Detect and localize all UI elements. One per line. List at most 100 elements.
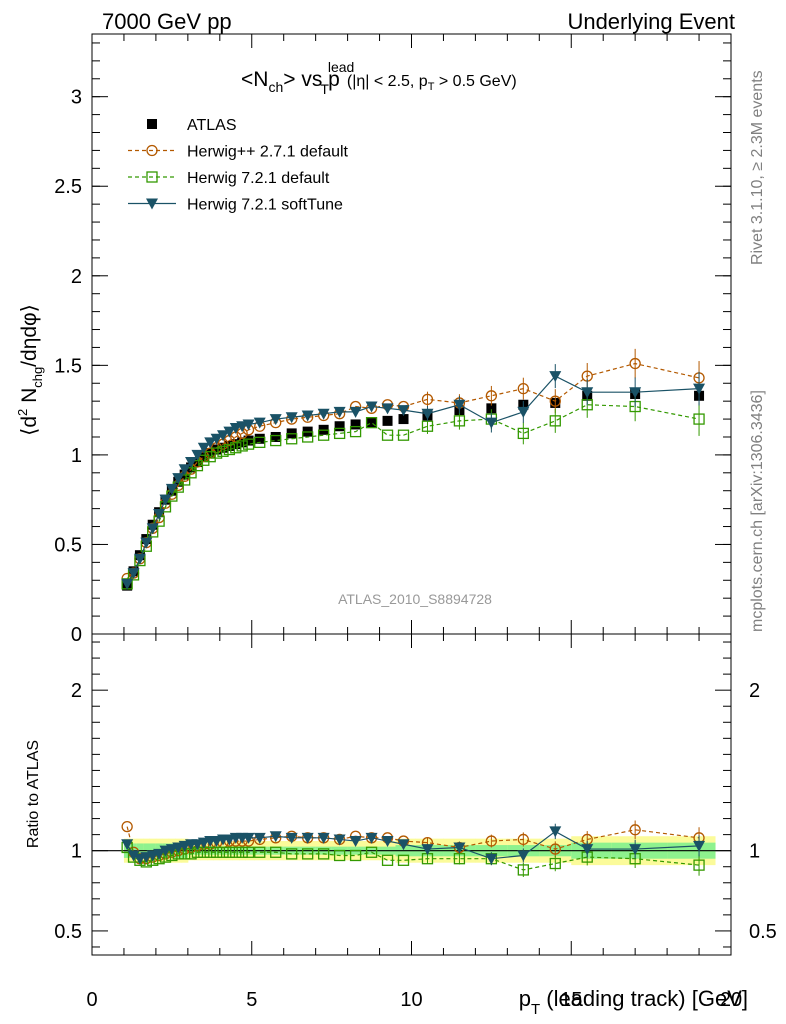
ratio-point-soft (333, 834, 346, 846)
y-tick-label: 0.5 (54, 534, 82, 556)
data-point-soft (581, 387, 594, 399)
data-point-soft (629, 387, 642, 399)
data-point-soft (159, 494, 172, 506)
data-point-soft (253, 417, 266, 429)
ratio-point-h72 (242, 846, 255, 858)
data-point-soft (301, 410, 314, 422)
ratio-point-h72 (349, 849, 362, 862)
y-tick-label: 3 (71, 87, 82, 109)
data-point-atlas (398, 414, 409, 425)
ratio-point-soft (153, 848, 166, 860)
data-point-h27 (485, 390, 498, 402)
y-tick-label-right: 0.5 (749, 921, 777, 943)
legend-label-h72: Herwig 7.2.1 default (187, 170, 330, 187)
data-point-soft (549, 371, 562, 383)
data-point-atlas (350, 419, 361, 430)
data-point-soft (693, 383, 706, 395)
data-point-atlas (366, 417, 377, 428)
data-point-h72 (381, 429, 394, 441)
plot-title: <Nch> vs plead T (|η| < 2.5, pT > 0.5 GeV) (241, 59, 517, 97)
data-point-soft (397, 405, 410, 417)
ratio-point-h27 (121, 820, 133, 833)
title-n: <N (241, 68, 268, 91)
data-point-atlas (230, 439, 241, 450)
mcplots-label: mcplots.cern.ch [arXiv:1306.3436] (749, 390, 766, 632)
y-axis-label-ratio: Ratio to ATLAS (25, 740, 42, 848)
ratio-point-h27 (517, 833, 529, 846)
data-point-h72 (242, 438, 255, 450)
ratio-point-soft (549, 826, 562, 838)
ratio-point-h72 (365, 846, 378, 858)
data-point-h72 (286, 433, 298, 445)
y-tick-label: 2 (71, 680, 82, 702)
data-point-h72 (210, 447, 223, 459)
legend-marker-h27 (146, 144, 158, 157)
ratio-panel-frame (91, 633, 732, 956)
y-tick-label: 2.5 (54, 176, 82, 198)
data-point-atlas (192, 457, 203, 468)
ratio-point-h72 (217, 846, 229, 858)
title-p-sub: T (320, 81, 329, 97)
y-tick-label-right: 1 (749, 841, 760, 863)
ratio-point-h72 (517, 864, 529, 876)
data-point-atlas (270, 431, 281, 442)
data-point-soft (349, 406, 362, 418)
ratio-point-soft (365, 832, 378, 844)
main-series (121, 348, 706, 591)
data-point-h72 (236, 440, 248, 452)
data-point-soft (269, 414, 282, 426)
ratio-point-h72 (453, 853, 466, 865)
data-point-h27 (629, 357, 641, 370)
data-point-h72 (270, 434, 282, 447)
data-point-atlas (243, 435, 254, 446)
data-point-atlas (211, 444, 222, 455)
ratio-point-h72 (210, 846, 223, 858)
data-point-soft (165, 483, 178, 495)
data-point-h72 (349, 425, 362, 438)
ratio-point-h72 (693, 859, 705, 871)
ratio-point-soft (121, 839, 134, 851)
ratio-point-soft (317, 832, 330, 844)
data-point-soft (204, 437, 217, 449)
data-point-h27 (421, 393, 434, 406)
series-line-h72 (126, 404, 700, 585)
ratio-point-h72 (302, 848, 314, 860)
ratio-point-h72 (230, 846, 242, 858)
main-axis-ticks: 0.5 1 1.5 2 2.5 3 0 (54, 34, 732, 646)
y-tick-label: 0.5 (54, 921, 82, 943)
ratio-point-soft (421, 844, 434, 856)
ratio-point-h72 (270, 846, 282, 858)
ratio-point-h72 (286, 848, 298, 860)
ratio-point-h72 (223, 846, 236, 858)
data-point-soft (333, 406, 346, 418)
ratio-point-soft (127, 850, 140, 862)
series-line-h27 (126, 362, 700, 579)
ratio-point-h72 (236, 846, 248, 858)
data-point-atlas (217, 442, 228, 453)
ratio-point-soft (349, 836, 362, 848)
data-point-soft (127, 568, 140, 580)
data-point-soft (153, 509, 166, 520)
data-point-soft (191, 449, 204, 461)
y-axis-label-main: ⟨d2 Nchg/dηdφ⟩ (15, 304, 45, 436)
title-vs: > vs p (283, 68, 340, 91)
data-point-soft (146, 523, 159, 535)
data-point-soft (172, 473, 185, 485)
ratio-point-soft (485, 853, 498, 865)
data-point-soft (216, 430, 229, 442)
ratio-point-h72 (254, 846, 266, 858)
x-tick-label: 20 (720, 989, 742, 1011)
data-point-soft (317, 408, 330, 420)
data-point-h72 (517, 427, 529, 440)
x-tick-label: 5 (246, 989, 257, 1011)
data-point-h72 (549, 415, 561, 427)
data-point-soft (133, 553, 146, 565)
legend-marker-h72 (146, 171, 158, 183)
legend-label-soft: Herwig 7.2.1 softTune (187, 197, 343, 214)
ratio-point-soft (285, 832, 298, 844)
x-tick-label: 10 (400, 989, 422, 1011)
data-point-h72 (693, 413, 705, 425)
data-point-h72 (230, 442, 242, 454)
data-point-atlas (382, 415, 393, 426)
